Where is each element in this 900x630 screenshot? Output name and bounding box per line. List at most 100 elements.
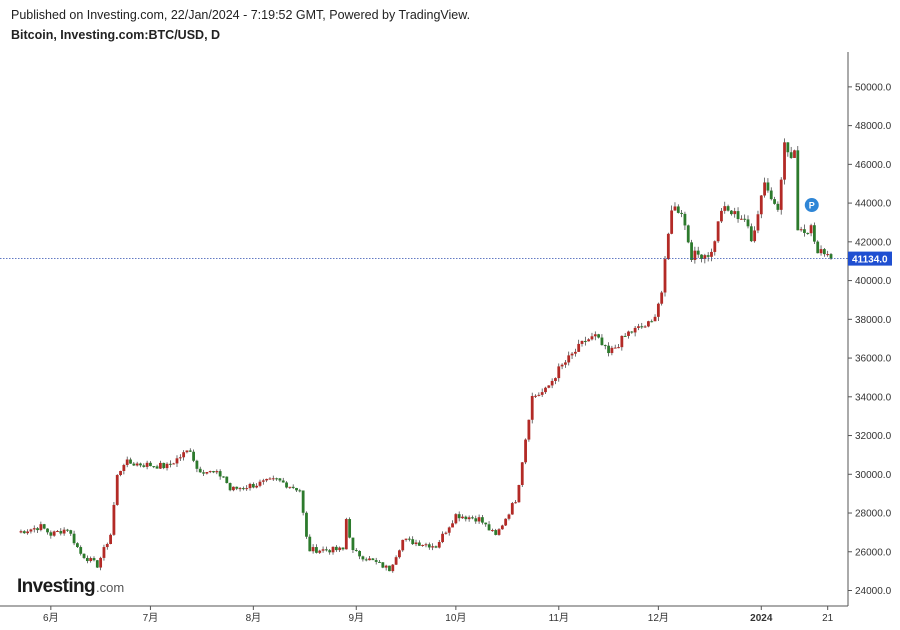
candle <box>520 461 524 488</box>
candle <box>29 528 33 534</box>
x-tick-label: 6月 <box>43 612 59 624</box>
candle <box>105 542 109 550</box>
marker-badge-icon[interactable]: P <box>804 198 819 213</box>
candle <box>225 476 229 484</box>
candle <box>69 529 73 536</box>
candle <box>776 201 780 212</box>
candle <box>285 481 288 489</box>
candle <box>258 479 262 488</box>
candle <box>786 142 790 157</box>
candle <box>481 514 484 525</box>
candle <box>381 562 385 569</box>
candle <box>129 457 132 464</box>
candle <box>444 531 448 535</box>
candle <box>517 484 521 503</box>
price-axis: 24000.0 26000.0 28000.0 30000.0 32000.0 34000… <box>847 52 892 606</box>
candle <box>640 322 644 329</box>
candle <box>441 531 444 544</box>
candle <box>756 210 760 234</box>
candle <box>321 546 325 553</box>
candle <box>573 348 577 357</box>
candle <box>680 209 684 218</box>
candle <box>251 482 255 489</box>
candle <box>348 517 352 539</box>
chart-title: Bitcoin, Investing.com:BTC/USD, D <box>11 28 221 42</box>
candle <box>368 555 371 561</box>
candle <box>813 222 816 244</box>
candle <box>139 462 142 468</box>
candle <box>417 540 421 546</box>
candle <box>142 463 146 468</box>
candle <box>182 450 186 461</box>
candle <box>235 486 239 491</box>
candle <box>281 477 285 483</box>
candle <box>617 344 620 349</box>
candle <box>726 204 730 212</box>
candle <box>431 543 435 551</box>
candle <box>540 388 544 397</box>
candle <box>318 549 322 554</box>
candle <box>693 246 697 264</box>
candle <box>560 363 564 370</box>
candle <box>374 557 378 565</box>
candle <box>467 515 471 522</box>
candle <box>208 470 212 474</box>
candle <box>610 345 614 356</box>
candle <box>544 386 547 395</box>
x-tick-label: 2024 <box>750 613 773 624</box>
current-price-label: 41134.0 <box>852 255 888 266</box>
candle <box>819 245 823 256</box>
candle <box>328 549 332 555</box>
candle <box>49 530 53 539</box>
candle <box>514 499 518 504</box>
y-tick-label: 42000.0 <box>855 237 892 248</box>
candle <box>222 476 225 478</box>
candle <box>437 539 441 549</box>
x-tick-label: 21 <box>822 613 834 624</box>
candle <box>338 546 342 553</box>
candle <box>577 339 581 352</box>
y-tick-label: 30000.0 <box>855 470 892 481</box>
candle <box>660 290 664 306</box>
candle <box>766 178 770 193</box>
candle <box>188 448 192 452</box>
candle <box>19 529 23 534</box>
candle <box>484 522 488 527</box>
x-tick-label: 11月 <box>549 612 569 624</box>
candle <box>673 202 677 211</box>
candle <box>232 486 235 492</box>
candle <box>683 211 687 230</box>
candle <box>500 524 504 530</box>
candle <box>537 392 541 397</box>
candle <box>99 556 103 571</box>
candle <box>398 549 401 559</box>
candle <box>643 325 647 328</box>
candle <box>627 330 630 339</box>
candle <box>152 466 156 469</box>
candle <box>354 548 358 552</box>
candle <box>295 487 298 493</box>
candle <box>670 205 674 235</box>
candle <box>36 526 39 534</box>
candle <box>570 351 574 360</box>
candle <box>52 530 56 537</box>
candle <box>158 460 162 469</box>
candle <box>530 392 534 424</box>
candle <box>291 484 295 490</box>
candle <box>806 232 810 235</box>
candle <box>324 546 328 552</box>
candle <box>298 488 302 493</box>
candle <box>554 377 557 385</box>
candle <box>82 553 86 560</box>
candle <box>474 515 478 524</box>
y-tick-label: 34000.0 <box>855 392 892 403</box>
y-tick-label: 40000.0 <box>855 276 892 287</box>
candle <box>115 474 119 506</box>
candle <box>471 515 474 520</box>
candle <box>301 490 305 516</box>
candle <box>650 319 654 323</box>
candle <box>753 226 757 243</box>
candle <box>799 226 803 232</box>
x-tick-label: 8月 <box>246 612 262 624</box>
